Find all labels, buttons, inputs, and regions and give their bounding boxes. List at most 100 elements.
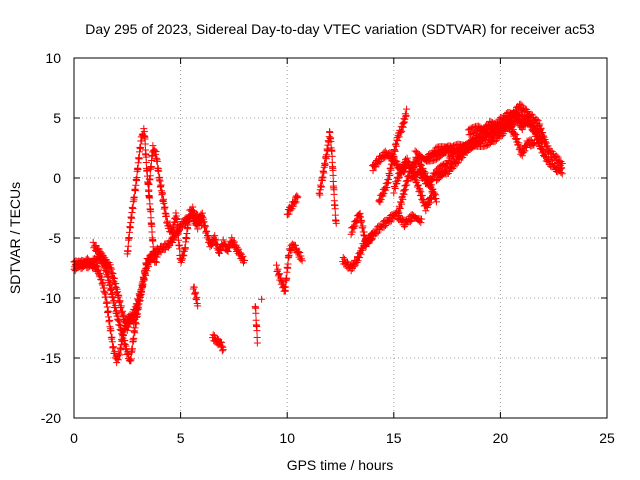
data-point: [101, 254, 109, 262]
data-point: [230, 238, 238, 246]
data-point: [554, 153, 562, 161]
data-point: [339, 253, 347, 261]
data-point: [523, 116, 531, 124]
data-point: [422, 207, 430, 215]
data-point: [519, 119, 527, 127]
data-point: [453, 159, 461, 167]
data-point: [294, 193, 302, 201]
data-point: [92, 241, 100, 249]
data-point: [200, 218, 208, 226]
data-point: [171, 233, 179, 241]
data-point: [115, 292, 123, 300]
data-point: [498, 132, 506, 140]
data-point: [133, 302, 141, 310]
data-point: [293, 194, 301, 202]
data-point: [533, 115, 541, 123]
y-tick-label: -10: [41, 290, 61, 306]
data-point: [544, 142, 552, 150]
data-point: [181, 244, 189, 252]
data-point: [417, 219, 425, 227]
data-point: [418, 161, 426, 169]
data-point: [558, 159, 566, 167]
data-point: [395, 209, 403, 217]
data-point: [558, 164, 566, 172]
data-point: [151, 147, 159, 155]
data-point: [516, 117, 524, 125]
data-point: [74, 263, 82, 271]
data-point: [362, 243, 370, 251]
data-point: [425, 181, 433, 189]
data-point: [151, 258, 159, 266]
data-point: [429, 185, 437, 193]
data-point: [208, 242, 216, 250]
data-point: [364, 240, 372, 248]
data-point: [130, 334, 138, 342]
data-point: [421, 173, 429, 181]
data-point: [404, 158, 412, 166]
data-point: [116, 297, 124, 305]
data-point: [342, 259, 350, 267]
data-point: [469, 129, 477, 137]
data-points: [70, 100, 566, 367]
data-point: [510, 129, 518, 137]
data-point: [403, 154, 411, 162]
y-tick-label: -15: [41, 350, 61, 366]
data-point: [353, 258, 361, 266]
data-point: [253, 327, 261, 335]
data-point: [128, 316, 136, 324]
data-point: [350, 263, 358, 271]
data-point: [546, 156, 554, 164]
x-tick-label: 0: [70, 430, 78, 446]
data-point: [450, 163, 458, 171]
data-point: [402, 111, 410, 119]
data-point: [468, 130, 476, 138]
data-point: [130, 309, 138, 317]
data-point: [132, 307, 140, 315]
data-point: [410, 164, 418, 172]
x-axis-label: GPS time / hours: [287, 457, 394, 473]
data-point: [328, 152, 336, 160]
data-point: [420, 195, 428, 203]
data-point: [117, 302, 125, 310]
data-point: [556, 165, 564, 173]
data-point: [485, 140, 493, 148]
data-point: [228, 234, 236, 242]
data-point: [108, 338, 116, 346]
data-point: [377, 196, 385, 204]
data-point: [534, 128, 542, 136]
data-point: [194, 225, 202, 233]
data-point: [521, 147, 529, 155]
data-point: [111, 347, 119, 355]
data-point: [141, 140, 149, 148]
data-point: [423, 204, 431, 212]
data-point: [149, 142, 157, 150]
data-point: [476, 138, 484, 146]
data-point: [392, 142, 400, 150]
chart-title: Day 295 of 2023, Sidereal Day-to-day VTE…: [85, 21, 595, 37]
data-point: [553, 152, 561, 160]
data-point: [518, 152, 526, 160]
data-point: [432, 198, 440, 206]
data-point: [558, 170, 566, 178]
data-point: [397, 200, 405, 208]
data-point: [383, 184, 391, 192]
data-point: [418, 215, 426, 223]
data-point: [486, 117, 494, 125]
data-point: [169, 238, 177, 246]
data-point: [235, 245, 243, 253]
y-tick-label: 10: [45, 50, 61, 66]
data-point: [516, 111, 524, 119]
data-point: [537, 132, 545, 140]
data-point: [155, 167, 163, 175]
data-point: [391, 184, 399, 192]
data-point: [194, 211, 202, 219]
data-point: [537, 142, 545, 150]
data-point: [469, 123, 477, 131]
data-point: [518, 102, 526, 110]
data-point: [511, 130, 519, 138]
data-point: [158, 190, 166, 198]
data-point: [273, 261, 281, 269]
data-point: [434, 149, 442, 157]
data-point: [107, 327, 115, 335]
